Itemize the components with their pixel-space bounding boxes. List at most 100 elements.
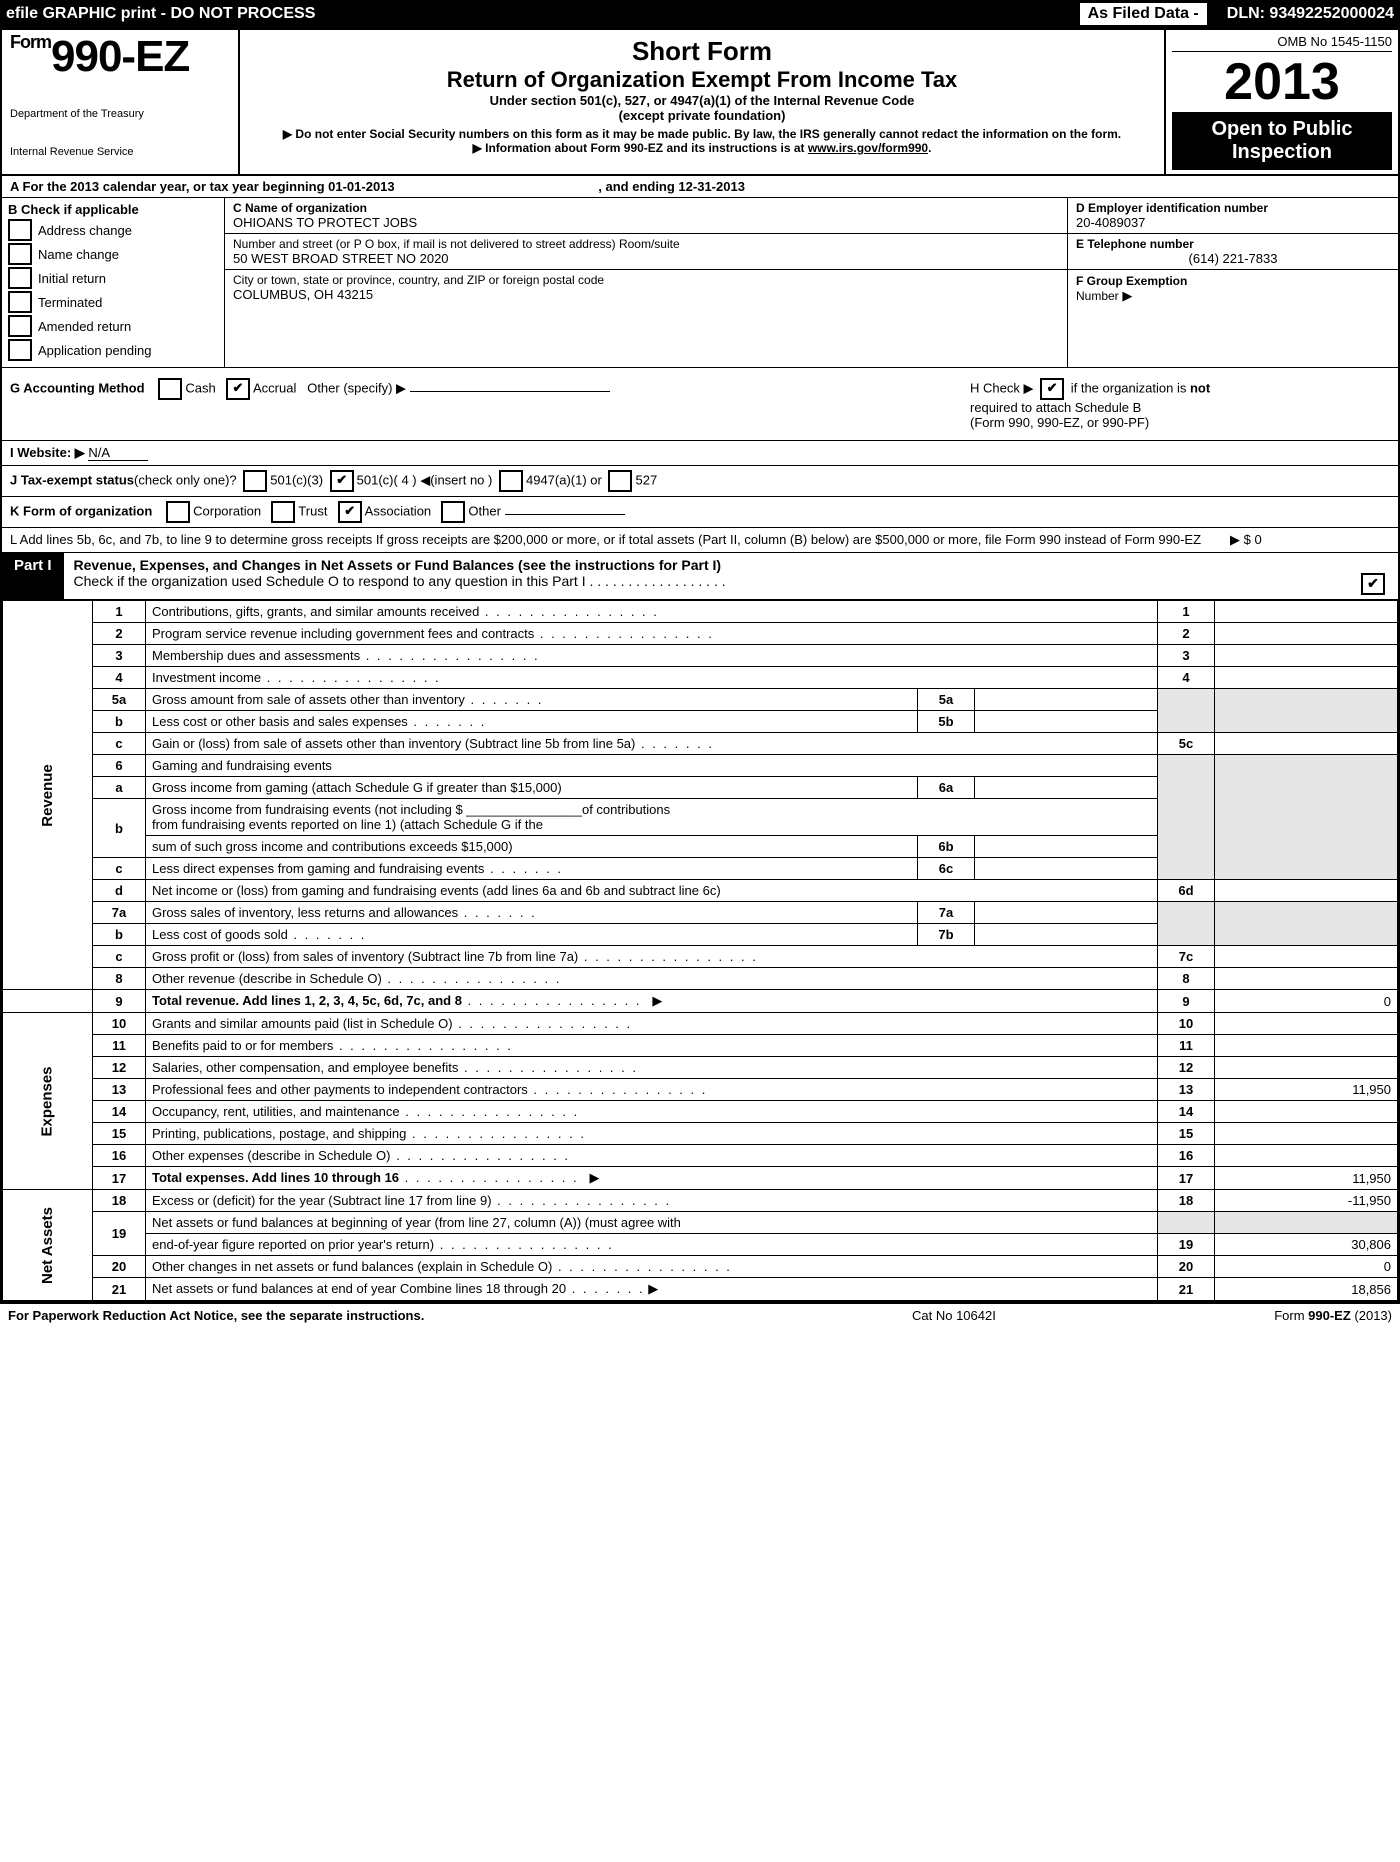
- lbl-accrual: Accrual: [253, 380, 296, 395]
- num-8: 8: [92, 968, 145, 990]
- hc-info-link[interactable]: www.irs.gov/form990: [808, 141, 928, 155]
- lbl-other: Other (specify) ▶: [307, 380, 406, 395]
- desc-17-wrap: Total expenses. Add lines 10 through 16 …: [145, 1167, 1157, 1190]
- row-a: A For the 2013 calendar year, or tax yea…: [2, 176, 1398, 198]
- chk-accrual[interactable]: [226, 378, 250, 400]
- topbar: efile GRAPHIC print - DO NOT PROCESS As …: [0, 0, 1400, 28]
- desc-13: Professional fees and other payments to …: [145, 1079, 1157, 1101]
- rnum-4: 4: [1158, 667, 1215, 689]
- rval-6d: [1215, 880, 1398, 902]
- desc-11: Benefits paid to or for members: [145, 1035, 1157, 1057]
- section-b: B Check if applicable Address change Nam…: [2, 198, 1398, 368]
- num-7b: b: [92, 924, 145, 946]
- chk-kother[interactable]: [441, 501, 465, 523]
- hc-under: Under section 501(c), 527, or 4947(a)(1)…: [250, 93, 1154, 108]
- k-other-line[interactable]: [505, 514, 625, 515]
- subnum-5a: 5a: [918, 689, 975, 711]
- chk-addr[interactable]: [8, 219, 32, 241]
- desc-14: Occupancy, rent, utilities, and maintena…: [145, 1101, 1157, 1123]
- header-left: Form990-EZ Department of the Treasury In…: [2, 30, 240, 174]
- side-netassets: Net Assets: [3, 1190, 93, 1301]
- side-revenue-text: Revenue: [39, 764, 56, 827]
- side-netassets-text: Net Assets: [39, 1207, 56, 1284]
- rnum-21: 21: [1158, 1278, 1215, 1301]
- c-city-block: City or town, state or province, country…: [225, 270, 1067, 367]
- desc-6: Gaming and fundraising events: [145, 755, 1157, 777]
- desc-6a: Gross income from gaming (attach Schedul…: [145, 777, 917, 799]
- d-block: D Employer identification number 20-4089…: [1068, 198, 1398, 234]
- header-row: Form990-EZ Department of the Treasury In…: [2, 30, 1398, 176]
- c-name: OHIOANS TO PROTECT JOBS: [233, 215, 1059, 230]
- chk-corp[interactable]: [166, 501, 190, 523]
- chk-501c3[interactable]: [243, 470, 267, 492]
- f-arrow: ▶: [1122, 288, 1132, 303]
- rval-1: [1215, 601, 1398, 623]
- chk-name[interactable]: [8, 243, 32, 265]
- open2: Inspection: [1174, 141, 1390, 164]
- subnum-6b: 6b: [918, 836, 975, 858]
- lbl-501c: 501(c)( 4 ) ◀(insert no ): [357, 472, 493, 487]
- chk-initial[interactable]: [8, 267, 32, 289]
- dept1: Department of the Treasury: [10, 108, 230, 120]
- chk-cash[interactable]: [158, 378, 182, 400]
- subval-7a: [975, 902, 1158, 924]
- desc-21: Net assets or fund balances at end of ye…: [152, 1281, 566, 1296]
- rnum-9: 9: [1158, 990, 1215, 1013]
- c-city: COLUMBUS, OH 43215: [233, 287, 1059, 302]
- chk-app[interactable]: [8, 339, 32, 361]
- rval-7c: [1215, 946, 1398, 968]
- g-block: G Accounting Method Cash Accrual Other (…: [10, 378, 970, 430]
- num-9: 9: [92, 990, 145, 1013]
- b-mid: C Name of organization OHIOANS TO PROTEC…: [225, 198, 1068, 367]
- num-6: 6: [92, 755, 145, 777]
- side-revenue: Revenue: [3, 601, 93, 990]
- rnum-13: 13: [1158, 1079, 1215, 1101]
- g-other-line[interactable]: [410, 391, 610, 392]
- subnum-7a: 7a: [918, 902, 975, 924]
- chk-parti-scho[interactable]: [1361, 573, 1385, 595]
- num-4: 4: [92, 667, 145, 689]
- i-label: I Website: ▶: [10, 445, 85, 460]
- desc-7a: Gross sales of inventory, less returns a…: [145, 902, 917, 924]
- desc-6b2: from fundraising events reported on line…: [152, 817, 543, 832]
- form-num: 990-EZ: [51, 32, 189, 81]
- chk-assoc[interactable]: [338, 501, 362, 523]
- chk-501c[interactable]: [330, 470, 354, 492]
- rval-12: [1215, 1057, 1398, 1079]
- num-5c: c: [92, 733, 145, 755]
- d-label: D Employer identification number: [1076, 201, 1390, 215]
- part-i-title: Revenue, Expenses, and Changes in Net As…: [64, 553, 1398, 599]
- chk-amend[interactable]: [8, 315, 32, 337]
- rnum-2: 2: [1158, 623, 1215, 645]
- rval-2: [1215, 623, 1398, 645]
- chk-term[interactable]: [8, 291, 32, 313]
- rval-14: [1215, 1101, 1398, 1123]
- shade-6: [1158, 755, 1215, 880]
- num-20: 20: [92, 1256, 145, 1278]
- c-street: 50 WEST BROAD STREET NO 2020: [233, 251, 1059, 266]
- part-i-header: Part I Revenue, Expenses, and Changes in…: [2, 553, 1398, 600]
- rnum-6d: 6d: [1158, 880, 1215, 902]
- header-center: Short Form Return of Organization Exempt…: [240, 30, 1166, 174]
- desc-6b: Gross income from fundraising events (no…: [145, 799, 1157, 836]
- i-value[interactable]: N/A: [88, 445, 148, 461]
- lbl-501c3: 501(c)(3): [270, 472, 323, 487]
- part-i-check: Check if the organization used Schedule …: [74, 573, 726, 589]
- e-label: E Telephone number: [1076, 237, 1390, 251]
- chk-h[interactable]: [1040, 378, 1064, 400]
- rval-4: [1215, 667, 1398, 689]
- desc-21-wrap: Net assets or fund balances at end of ye…: [145, 1278, 1157, 1301]
- subnum-6c: 6c: [918, 858, 975, 880]
- footer-left: For Paperwork Reduction Act Notice, see …: [8, 1308, 912, 1323]
- chk-527[interactable]: [608, 470, 632, 492]
- subval-6a: [975, 777, 1158, 799]
- lbl-initial: Initial return: [38, 271, 106, 286]
- year: 2013: [1172, 56, 1392, 108]
- num-17: 17: [92, 1167, 145, 1190]
- desc-8: Other revenue (describe in Schedule O): [145, 968, 1157, 990]
- num-14: 14: [92, 1101, 145, 1123]
- open1: Open to Public: [1174, 118, 1390, 141]
- rnum-1: 1: [1158, 601, 1215, 623]
- chk-trust[interactable]: [271, 501, 295, 523]
- chk-4947[interactable]: [499, 470, 523, 492]
